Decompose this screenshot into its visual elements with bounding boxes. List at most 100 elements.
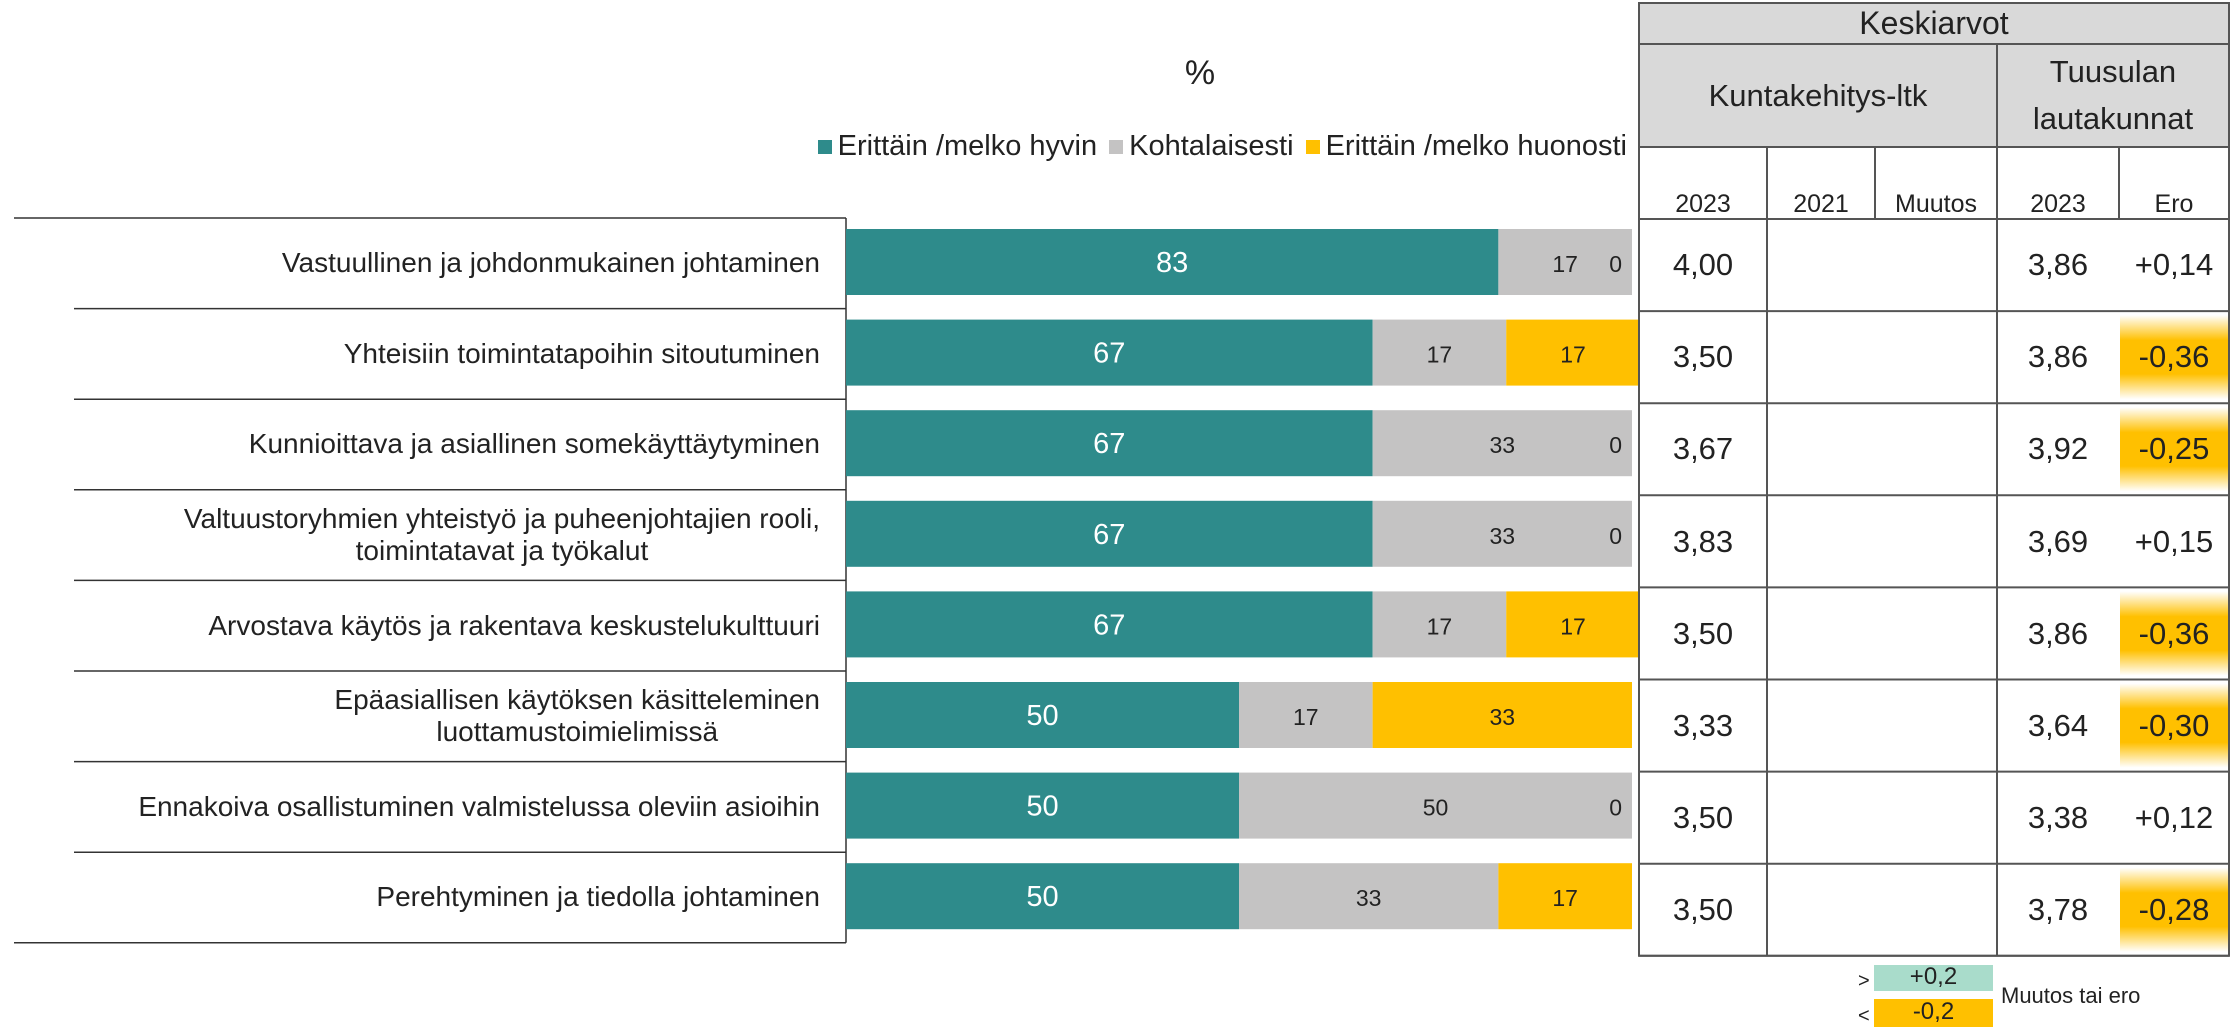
- table-cell: -0,28: [2138, 891, 2210, 927]
- bar-label: 83: [1156, 247, 1188, 279]
- bar-label: 50: [1026, 700, 1058, 732]
- bar-label: 33: [1356, 885, 1382, 911]
- bar-label: 33: [1490, 523, 1516, 549]
- column-header: 2023: [1675, 190, 1731, 219]
- category-label: Kunnioittava ja asiallinen somekäyttäyty…: [248, 428, 820, 460]
- bar-segment: [1372, 500, 1632, 567]
- bar-segment: [846, 772, 1239, 839]
- legend-swatch: [1305, 139, 1320, 154]
- column-header: 2021: [1793, 190, 1849, 219]
- bar-label: 17: [1552, 885, 1578, 911]
- group-header: Kuntakehitys-ltk: [1708, 77, 1928, 113]
- legend-swatch: [817, 139, 832, 154]
- highlight: [2120, 315, 2228, 400]
- table-cell: 3,86: [2027, 247, 2089, 283]
- category-label: Ennakoiva osallistuminen valmistelussa o…: [138, 790, 820, 822]
- table-cell: 3,86: [2027, 615, 2089, 651]
- bar-segment: [1498, 863, 1632, 930]
- table-cell: 3,78: [2027, 891, 2089, 927]
- bar-label: 33: [1490, 704, 1516, 730]
- legend-label: Erittäin /melko hyvin: [837, 130, 1098, 162]
- table-cell: +0,12: [2134, 799, 2214, 835]
- table-title: Keskiarvot: [1859, 5, 2009, 42]
- bar-segment: [846, 863, 1239, 930]
- table-cell: 3,86: [2027, 339, 2089, 375]
- table-cell: 3,67: [1672, 431, 1734, 467]
- bar-segment: [846, 591, 1373, 658]
- bar-segment: [1239, 682, 1373, 748]
- key-value: +0,2: [1909, 963, 1958, 991]
- bar-label: 0: [1609, 795, 1622, 821]
- legend-item: Kohtalaisesti: [1109, 130, 1294, 163]
- table-cell: -0,25: [2138, 431, 2210, 467]
- table-cell: 3,33: [1672, 707, 1734, 743]
- legend-label: Kohtalaisesti: [1129, 130, 1294, 162]
- table-cell: 3,69: [2027, 523, 2089, 559]
- group-header: Tuusulan lautakunnat: [2032, 54, 2194, 136]
- table-cell: 3,50: [1672, 615, 1734, 651]
- highlight: [2120, 683, 2228, 768]
- category-label: Yhteisiin toimintatapoihin sitoutuminen: [343, 337, 820, 369]
- table-cell: 3,50: [1672, 799, 1734, 835]
- bar-label: 17: [1560, 613, 1586, 639]
- bar-segment: [846, 410, 1373, 477]
- highlight: [2120, 407, 2228, 492]
- bar-segment: [846, 319, 1373, 386]
- table-cell: -0,36: [2138, 615, 2210, 651]
- bar-segment: [846, 682, 1239, 748]
- bar-label: 17: [1293, 704, 1319, 730]
- key-swatch: [1874, 999, 1993, 1027]
- category-label: Arvostava käytös ja rakentava keskustelu…: [208, 609, 820, 641]
- table-cell: +0,14: [2134, 247, 2214, 283]
- bar-label: 0: [1609, 523, 1622, 549]
- column-header: Muutos: [1895, 190, 1977, 219]
- bar-segment: [1506, 319, 1640, 386]
- bar-label: 0: [1609, 432, 1622, 458]
- table-cell: 3,83: [1672, 523, 1734, 559]
- legend-swatch: [1109, 139, 1124, 154]
- table-cell: 3,50: [1672, 891, 1734, 927]
- highlight: [2120, 591, 2228, 676]
- category-label: Valtuustoryhmien yhteistyö ja puheenjoht…: [183, 502, 820, 567]
- bar-segment: [1372, 591, 1507, 658]
- bar-label: 17: [1427, 342, 1453, 368]
- bar-label: 17: [1427, 613, 1453, 639]
- category-label: Perehtyminen ja tiedolla johtaminen: [376, 881, 820, 913]
- key-swatch: [1874, 965, 1993, 991]
- category-label: Epäasiallisen käytöksen käsitteleminen l…: [334, 684, 820, 748]
- column-header: 2023: [2030, 190, 2086, 219]
- bar-segment: [1506, 591, 1640, 658]
- bar-segment: [1239, 863, 1499, 930]
- bar-label: 50: [1026, 881, 1058, 913]
- legend-item: Erittäin /melko hyvin: [817, 130, 1098, 163]
- bar-label: 50: [1423, 795, 1449, 821]
- bar-label: 67: [1093, 519, 1125, 551]
- table-cell: 3,50: [1672, 339, 1734, 375]
- bar-segment: [1372, 410, 1632, 477]
- table-cell: +0,15: [2134, 523, 2214, 559]
- bar-label: 0: [1609, 251, 1622, 277]
- bar-label: 50: [1026, 791, 1058, 823]
- table-cell: -0,30: [2138, 707, 2210, 743]
- bar-segment: [846, 229, 1499, 295]
- chart-title: %: [1184, 54, 1216, 92]
- bar-segment: [1498, 229, 1632, 295]
- legend: Erittäin /melko hyvin Kohtalaisesti Erittä…: [817, 130, 1627, 163]
- bar-label: 33: [1490, 432, 1516, 458]
- category-label: Vastuullinen ja johdonmukainen johtamine…: [281, 247, 820, 279]
- bar-label: 67: [1093, 609, 1125, 641]
- legend-item: Erittäin /melko huonosti: [1305, 130, 1627, 163]
- table-cell: -0,36: [2138, 339, 2210, 375]
- legend-label: Erittäin /melko huonosti: [1325, 130, 1627, 162]
- key-value: -0,2: [1912, 998, 1955, 1026]
- table-border: [1638, 2, 2230, 957]
- table-cell: 3,92: [2027, 431, 2089, 467]
- key-sign: <: [1858, 1005, 1870, 1027]
- bar-segment: [846, 500, 1373, 567]
- table-cell: 3,38: [2027, 799, 2089, 835]
- bar-segment: [1372, 319, 1507, 386]
- bar-segment: [1239, 772, 1632, 839]
- header-bg: [1639, 3, 2229, 147]
